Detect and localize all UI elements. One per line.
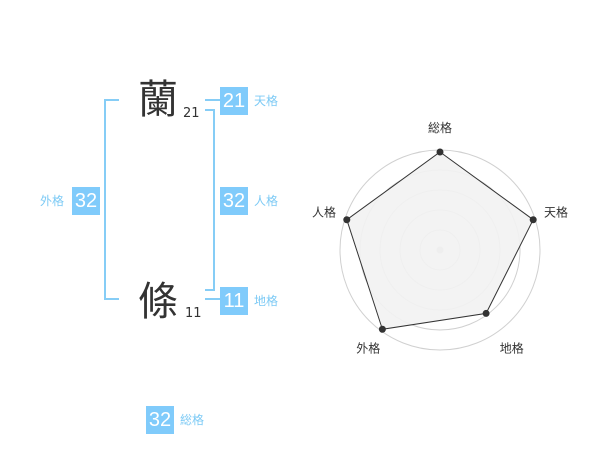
soukaku-label: 総格 xyxy=(180,413,205,427)
tenkaku-connector xyxy=(205,99,220,101)
radar-point xyxy=(378,325,386,333)
tenkaku-value: 21 xyxy=(220,87,248,115)
name-char-2: 條 xyxy=(138,279,178,325)
radar-axis-label: 地格 xyxy=(500,341,524,356)
radar-axis-label: 天格 xyxy=(544,204,568,219)
gaikaku-value: 32 xyxy=(72,187,100,215)
name-char-1: 蘭 xyxy=(138,77,178,123)
soukaku-value: 32 xyxy=(146,406,174,434)
stroke-count-1: 21 xyxy=(183,106,200,121)
tenkaku-label: 天格 xyxy=(254,94,279,108)
chikaku-value: 11 xyxy=(220,287,248,315)
jinkaku-bracket xyxy=(213,109,215,291)
radar-axis-label: 外格 xyxy=(356,341,380,356)
gaikaku-bracket xyxy=(104,99,106,300)
radar-point xyxy=(436,148,444,156)
stroke-count-2: 11 xyxy=(185,306,202,321)
jinkaku-bracket-bottom xyxy=(205,289,215,291)
radar-point xyxy=(482,309,490,317)
chikaku-label: 地格 xyxy=(254,294,279,308)
gaikaku-label: 外格 xyxy=(40,194,65,208)
radar-axis-label: 人格 xyxy=(312,204,336,219)
radar-axis-label: 総格 xyxy=(428,120,452,135)
chikaku-connector xyxy=(205,298,220,300)
radar-area xyxy=(346,151,534,330)
radar-point xyxy=(343,216,351,224)
gaikaku-bracket-bottom xyxy=(104,298,119,300)
radar-point xyxy=(529,216,537,224)
jinkaku-label: 人格 xyxy=(254,194,279,208)
gaikaku-bracket-top xyxy=(104,99,119,101)
jinkaku-bracket-top xyxy=(205,109,215,111)
jinkaku-value: 32 xyxy=(220,187,248,215)
